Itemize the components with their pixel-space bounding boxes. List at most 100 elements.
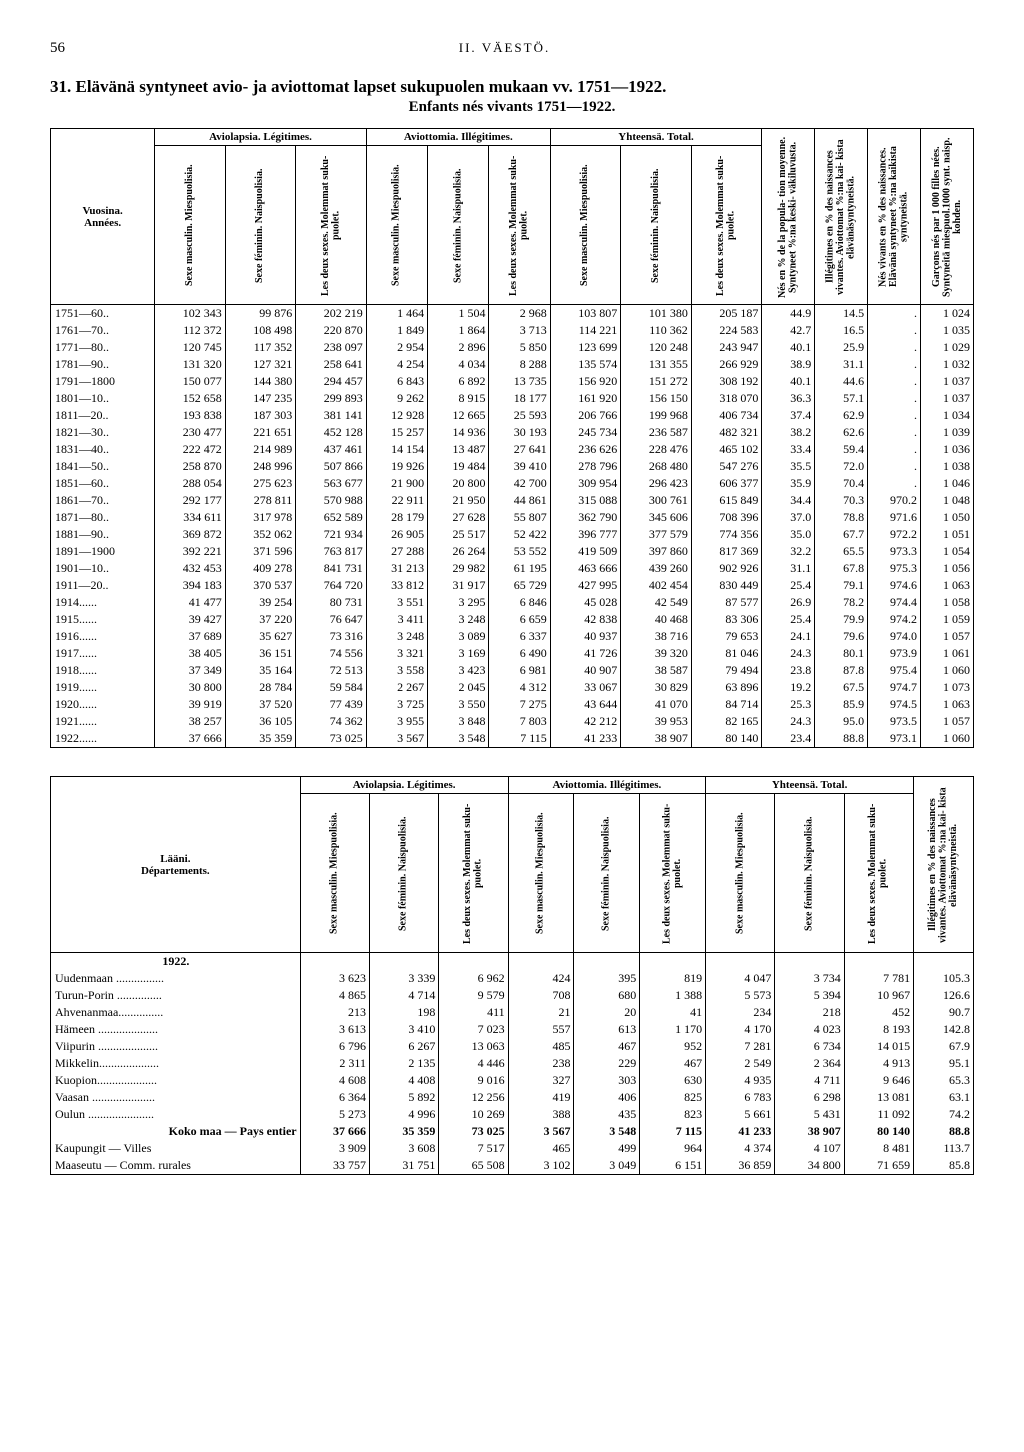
cell: 39 254: [225, 594, 296, 611]
cell: 1 036: [921, 441, 974, 458]
cell: 7 115: [489, 730, 550, 748]
cell: 973.1: [868, 730, 921, 748]
cell: 570 988: [296, 492, 367, 509]
col-male: Sexe masculin. Miespuolisia.: [550, 146, 621, 305]
cell: 1 057: [921, 713, 974, 730]
cell: 452: [844, 1004, 913, 1021]
cell: [775, 953, 844, 971]
table-row: Kaupungit — Villes3 9093 6087 5174654999…: [51, 1140, 974, 1157]
cell: 763 817: [296, 543, 367, 560]
cell: 395: [574, 970, 640, 987]
cell: 4 913: [844, 1055, 913, 1072]
cell: 79.6: [815, 628, 868, 645]
cell: 131 320: [155, 356, 226, 373]
cell: 73 316: [296, 628, 367, 645]
cell: 35.9: [762, 475, 815, 492]
table-row: Oulun ......................5 2734 99610…: [51, 1106, 974, 1123]
cell: 721 934: [296, 526, 367, 543]
cell: 1919......: [51, 679, 155, 696]
cell: 1920......: [51, 696, 155, 713]
cell: 823: [640, 1106, 706, 1123]
cell: 95.0: [815, 713, 868, 730]
cell: 5 850: [489, 339, 550, 356]
years-header: Vuosina. Années.: [51, 129, 155, 305]
cell: 499: [574, 1140, 640, 1157]
cell: 199 968: [621, 407, 692, 424]
cell: 2 954: [366, 339, 427, 356]
legitimate-header: Aviolapsia. Légitimes.: [155, 129, 367, 146]
cell: 126.6: [914, 987, 974, 1004]
cell: 327: [508, 1072, 574, 1089]
cell: 5 273: [300, 1106, 369, 1123]
cell: Koko maa — Pays entier: [51, 1123, 301, 1140]
cell: 680: [574, 987, 640, 1004]
cell: 23.4: [762, 730, 815, 748]
cell: 258 870: [155, 458, 226, 475]
cell: 1 037: [921, 390, 974, 407]
cell: 222 472: [155, 441, 226, 458]
cell: 205 187: [691, 305, 762, 323]
cell: 3 955: [366, 713, 427, 730]
section-number: 31.: [50, 77, 71, 96]
cell: 24.3: [762, 713, 815, 730]
cell: Uudenmaan ................: [51, 970, 301, 987]
table-row: 1781—90..131 320127 321258 6414 2544 034…: [51, 356, 974, 373]
cell: 4 023: [775, 1021, 844, 1038]
cell: 80 140: [844, 1123, 913, 1140]
cell: 317 978: [225, 509, 296, 526]
cell: 2 968: [489, 305, 550, 323]
cell: 5 892: [369, 1089, 438, 1106]
cell: 2 135: [369, 1055, 438, 1072]
cell: 214 989: [225, 441, 296, 458]
cell: 238: [508, 1055, 574, 1072]
cell: 14 936: [428, 424, 489, 441]
cell: 3 548: [574, 1123, 640, 1140]
cell: 2 549: [706, 1055, 775, 1072]
cell: 5 394: [775, 987, 844, 1004]
cell: 117 352: [225, 339, 296, 356]
cell: Ahvenanmaa...............: [51, 1004, 301, 1021]
cell: 4 996: [369, 1106, 438, 1123]
cell: 294 457: [296, 373, 367, 390]
cell: 101 380: [621, 305, 692, 323]
cell: 3 848: [428, 713, 489, 730]
cell: Kuopion....................: [51, 1072, 301, 1089]
cell: 3 089: [428, 628, 489, 645]
cell: 396 777: [550, 526, 621, 543]
cell: 1 024: [921, 305, 974, 323]
cell: 80 140: [691, 730, 762, 748]
col-female: Sexe féminin. Naispuolisia.: [428, 146, 489, 305]
cell: 36 105: [225, 713, 296, 730]
table-row: Uudenmaan ................3 6233 3396 96…: [51, 970, 974, 987]
total-header: Yhteensä. Total.: [550, 129, 762, 146]
cell: 300 761: [621, 492, 692, 509]
illeg-pct-header: Illégitimes en % des naissances vivantes…: [914, 777, 974, 953]
cell: 87.8: [815, 662, 868, 679]
cell: 1861—70..: [51, 492, 155, 509]
cell: 1911—20..: [51, 577, 155, 594]
cell: 65 508: [439, 1157, 508, 1175]
cell: 2 267: [366, 679, 427, 696]
cell: 432 453: [155, 560, 226, 577]
col-both: Les deux sexes. Molemmat suku- puolet.: [691, 146, 762, 305]
cell: 53 552: [489, 543, 550, 560]
cell: .: [868, 458, 921, 475]
cell: 817 369: [691, 543, 762, 560]
cell: 108 498: [225, 322, 296, 339]
cell: 11 092: [844, 1106, 913, 1123]
table-row: 1811—20..193 838187 303381 14112 92812 6…: [51, 407, 974, 424]
cell: 3 339: [369, 970, 438, 987]
cell: 4 714: [369, 987, 438, 1004]
cell: 229: [574, 1055, 640, 1072]
cell: 2 311: [300, 1055, 369, 1072]
cell: 1921......: [51, 713, 155, 730]
cell: 120 745: [155, 339, 226, 356]
cell: 45 028: [550, 594, 621, 611]
cell: 30 800: [155, 679, 226, 696]
cell: 3 410: [369, 1021, 438, 1038]
cell: 3 049: [574, 1157, 640, 1175]
cell: 79.9: [815, 611, 868, 628]
table-row: 1851—60..288 054275 623563 67721 90020 8…: [51, 475, 974, 492]
cell: 42.7: [762, 322, 815, 339]
cell: 3 411: [366, 611, 427, 628]
